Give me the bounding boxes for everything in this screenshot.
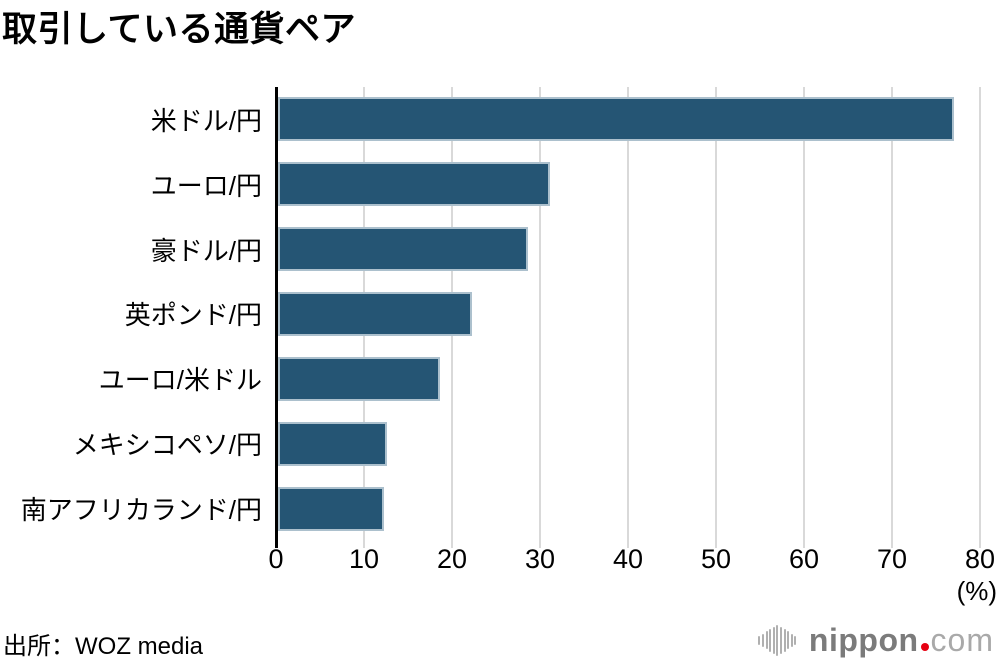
x-tick-label: 60 xyxy=(788,544,820,574)
category-label: 南アフリカランド/円 xyxy=(20,494,262,525)
bar-2 xyxy=(278,162,550,207)
bar-7 xyxy=(278,486,384,531)
category-label: 豪ドル/円 xyxy=(150,235,262,266)
category-label: ユーロ/円 xyxy=(150,170,262,201)
nippon-logo: nippon com xyxy=(758,619,994,661)
bar-1 xyxy=(278,97,954,142)
category-label: 米ドル/円 xyxy=(150,105,262,136)
x-tick-label: 30 xyxy=(524,544,556,574)
gridline xyxy=(891,87,893,548)
nippon-logo-tld: com xyxy=(930,621,994,658)
x-axis-unit-label: (%) xyxy=(956,576,997,606)
bar-4 xyxy=(278,292,472,336)
chart-title: 取引している通貨ペア xyxy=(2,10,356,49)
bar-5 xyxy=(278,356,440,401)
x-tick-label: 20 xyxy=(436,544,468,574)
nippon-logo-name: nippon xyxy=(808,621,919,658)
source-note: 出所：WOZ media xyxy=(3,633,204,660)
x-tick-label: 70 xyxy=(876,544,908,574)
plot-area xyxy=(275,87,988,548)
bar-6 xyxy=(278,421,387,466)
category-label: メキシコペソ/円 xyxy=(72,430,262,461)
category-label: 英ポンド/円 xyxy=(124,300,262,331)
gridline xyxy=(803,87,805,548)
x-tick-label: 50 xyxy=(700,544,732,574)
x-tick-label: 10 xyxy=(348,544,380,574)
x-tick-label: 40 xyxy=(612,544,644,574)
x-tick-label: 0 xyxy=(268,544,284,574)
nippon-logo-red-dot-icon xyxy=(920,642,929,651)
y-axis-line xyxy=(275,87,278,548)
gridline xyxy=(539,87,541,548)
nippon-logo-text: nippon com xyxy=(809,622,994,659)
category-labels-column: 米ドル/円ユーロ/円豪ドル/円英ポンド/円ユーロ/米ドルメキシコペソ/円南アフリ… xyxy=(0,87,262,541)
x-tick-label: 80 xyxy=(964,544,996,574)
bar-3 xyxy=(278,227,528,272)
gridline xyxy=(627,87,629,548)
category-label: ユーロ/米ドル xyxy=(98,365,262,396)
gridline xyxy=(715,87,717,548)
gridline xyxy=(979,87,981,548)
nippon-logo-soundwave-icon xyxy=(758,623,798,657)
